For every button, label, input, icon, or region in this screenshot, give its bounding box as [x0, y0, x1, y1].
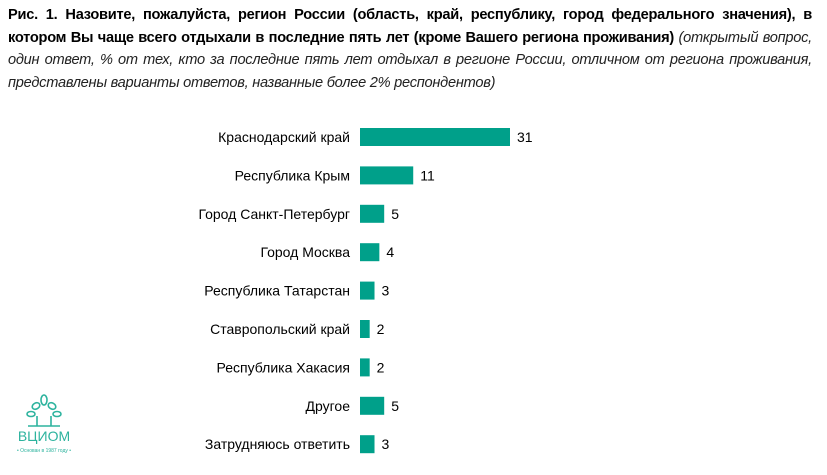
value-label: 4 [386, 244, 394, 260]
value-label: 2 [377, 359, 385, 375]
value-label: 3 [382, 283, 390, 299]
value-label: 11 [420, 167, 435, 183]
bar [360, 435, 375, 454]
category-label: Затрудняюсь ответить [205, 436, 350, 452]
value-label: 2 [377, 321, 385, 337]
category-label: Ставропольский край [210, 321, 350, 337]
category-label: Республика Крым [235, 167, 350, 183]
category-label: Город Москва [260, 244, 350, 260]
bar [360, 281, 375, 300]
value-label: 31 [517, 129, 533, 145]
value-label: 5 [391, 206, 399, 222]
category-label: Республика Татарстан [204, 283, 350, 299]
bar [360, 396, 385, 415]
bar [360, 128, 510, 146]
value-label: 3 [382, 436, 390, 452]
category-label: Краснодарский край [218, 129, 350, 145]
bar [360, 358, 370, 377]
category-label: Город Санкт-Петербург [198, 206, 350, 222]
title-question: Рис. 1. Назовите, пожалуйста, регион Рос… [8, 7, 812, 46]
vciom-logo: ВЦИОМ • Основан в 1987 году • [17, 394, 71, 454]
title-note: (открытый вопрос, один ответ, % от тех, … [8, 29, 812, 91]
bar [360, 320, 370, 338]
value-label: 5 [391, 398, 399, 414]
category-label: Республика Хакасия [217, 359, 350, 375]
bar [360, 204, 385, 223]
logo-tagline: • Основан в 1987 году • [17, 448, 71, 454]
category-label: Другое [306, 398, 351, 414]
bar [360, 243, 380, 262]
logo-wordmark: ВЦИОМ [18, 428, 70, 444]
figure-title: Рис. 1. Назовите, пожалуйста, регион Рос… [8, 4, 812, 94]
bar [360, 166, 414, 185]
